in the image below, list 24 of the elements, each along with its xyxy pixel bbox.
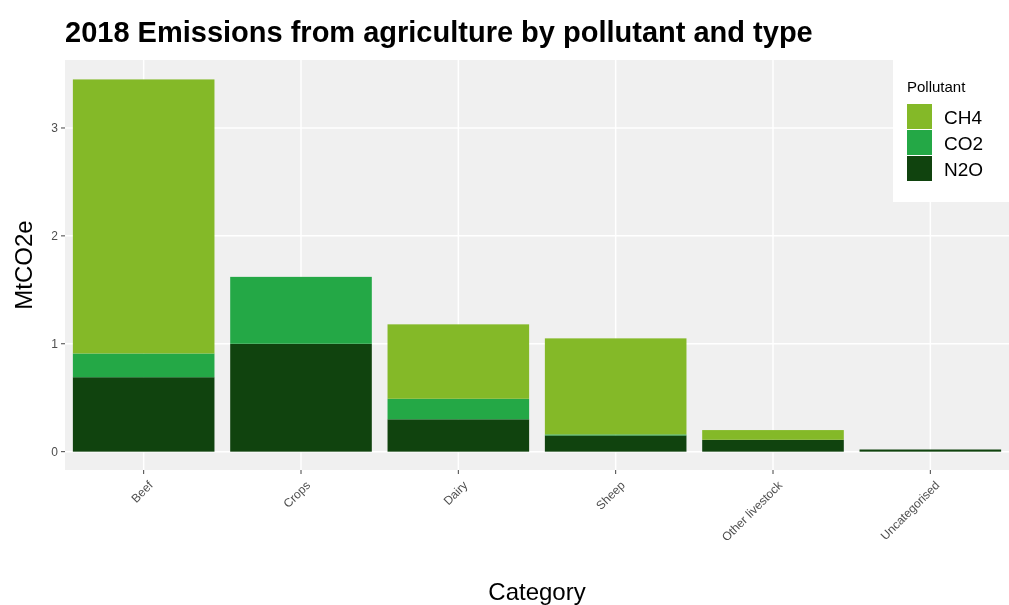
legend-title: Pollutant (907, 78, 967, 95)
bar (387, 324, 530, 399)
bar (72, 377, 215, 452)
bar (702, 439, 844, 452)
bar (387, 398, 530, 420)
y-axis-title: MtCO2e (10, 220, 37, 310)
bar (544, 338, 687, 435)
legend-label: N2O (944, 158, 984, 180)
y-tick-label: 1 (51, 336, 59, 351)
chart-title: 2018 Emissions from agriculture by pollutant and type (65, 16, 813, 48)
y-tick-label: 3 (51, 121, 59, 136)
bar (859, 449, 1002, 452)
bar (72, 353, 215, 378)
bar (387, 419, 530, 452)
bar (230, 276, 372, 344)
y-tick-label: 0 (51, 444, 59, 459)
bar (544, 435, 687, 452)
bar (702, 430, 844, 440)
bar (72, 79, 215, 354)
legend-label: CH4 (944, 106, 983, 128)
x-axis-title: Category (488, 578, 586, 605)
bar (230, 343, 372, 452)
y-tick-label: 2 (51, 229, 59, 244)
legend-label: CO2 (944, 132, 984, 154)
